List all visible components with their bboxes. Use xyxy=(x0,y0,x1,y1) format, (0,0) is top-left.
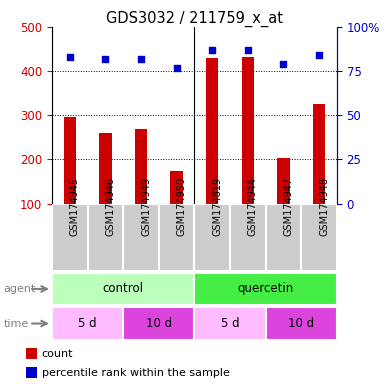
Bar xyxy=(123,307,194,340)
Point xyxy=(67,54,73,60)
Text: 10 d: 10 d xyxy=(146,317,172,330)
Point xyxy=(280,61,286,67)
Text: GSM174819: GSM174819 xyxy=(212,177,222,237)
Bar xyxy=(266,307,337,340)
Text: control: control xyxy=(103,283,144,295)
Point xyxy=(102,56,109,62)
Text: agent: agent xyxy=(4,284,36,294)
Text: 5 d: 5 d xyxy=(221,317,239,330)
Point xyxy=(316,52,322,58)
Text: quercetin: quercetin xyxy=(238,283,294,295)
Text: time: time xyxy=(4,318,29,329)
Text: GSM174945: GSM174945 xyxy=(70,177,80,237)
Bar xyxy=(266,204,301,271)
Text: GSM174946: GSM174946 xyxy=(105,177,116,237)
Bar xyxy=(194,307,266,340)
Title: GDS3032 / 211759_x_at: GDS3032 / 211759_x_at xyxy=(106,11,283,27)
Point xyxy=(209,47,215,53)
Bar xyxy=(206,58,218,248)
Bar xyxy=(194,273,337,305)
Bar xyxy=(123,204,159,271)
Text: count: count xyxy=(42,349,73,359)
Bar xyxy=(194,204,230,271)
Text: GSM174944: GSM174944 xyxy=(248,177,258,237)
Point xyxy=(245,47,251,53)
Point xyxy=(174,65,180,71)
Bar xyxy=(26,348,37,359)
Bar xyxy=(301,204,337,271)
Point xyxy=(138,56,144,62)
Bar xyxy=(242,57,254,248)
Text: percentile rank within the sample: percentile rank within the sample xyxy=(42,368,229,378)
Text: GSM174949: GSM174949 xyxy=(141,177,151,237)
Bar xyxy=(64,118,76,248)
Bar xyxy=(313,104,325,248)
Bar xyxy=(52,273,194,305)
Bar xyxy=(277,157,290,248)
Bar xyxy=(26,367,37,379)
Bar xyxy=(135,129,147,248)
Bar xyxy=(159,204,194,271)
Text: 10 d: 10 d xyxy=(288,317,314,330)
Bar xyxy=(230,204,266,271)
Bar xyxy=(88,204,123,271)
Text: 5 d: 5 d xyxy=(78,317,97,330)
Bar xyxy=(99,133,112,248)
Text: GSM174948: GSM174948 xyxy=(319,177,329,237)
Bar xyxy=(52,307,123,340)
Bar xyxy=(171,171,183,248)
Text: GSM174947: GSM174947 xyxy=(283,177,293,237)
Bar xyxy=(52,204,88,271)
Text: GSM174950: GSM174950 xyxy=(177,177,187,237)
